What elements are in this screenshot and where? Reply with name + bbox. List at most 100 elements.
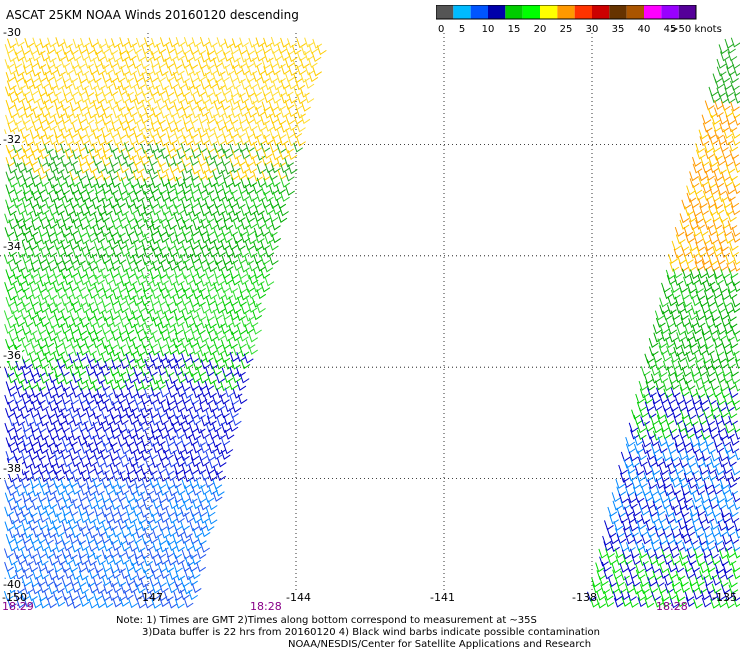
wind-barb <box>685 450 695 461</box>
wind-barb <box>15 290 26 301</box>
wind-barb <box>109 310 120 321</box>
wind-barb <box>172 549 183 560</box>
wind-barb <box>687 478 698 489</box>
wind-barb <box>127 65 138 76</box>
wind-barb <box>16 554 27 565</box>
wind-barb <box>108 185 119 196</box>
wind-barb <box>68 436 78 447</box>
wind-barb <box>247 136 258 147</box>
wind-barb <box>88 261 98 272</box>
wind-barb <box>728 507 739 518</box>
wind-barb <box>710 409 721 420</box>
wind-barb <box>164 58 175 69</box>
wind-barb <box>175 583 186 594</box>
wind-barb <box>653 520 664 531</box>
wind-barb <box>144 359 155 369</box>
wind-barb <box>657 338 668 349</box>
wind-barb <box>716 185 727 196</box>
wind-barb <box>124 101 135 112</box>
wind-barb <box>287 79 298 90</box>
wind-barb <box>96 346 107 357</box>
wind-barb <box>672 505 683 516</box>
wind-barb <box>135 346 146 357</box>
wind-barb <box>659 465 669 476</box>
wind-barb <box>126 248 137 259</box>
legend-swatch <box>470 5 488 19</box>
wind-barb <box>64 568 74 579</box>
wind-barb <box>131 184 142 195</box>
wind-barb <box>684 331 695 342</box>
wind-barb <box>167 220 177 230</box>
wind-barb <box>108 591 119 602</box>
wind-barb <box>72 94 83 105</box>
wind-barb <box>231 136 242 146</box>
wind-barb <box>733 66 740 77</box>
wind-barb <box>71 444 82 455</box>
wind-barb <box>165 479 176 490</box>
wind-barb <box>197 520 207 531</box>
wind-barb <box>688 241 699 252</box>
wind-barb <box>116 59 127 70</box>
wind-barb <box>12 493 22 504</box>
wind-barb <box>156 227 167 237</box>
wind-barb <box>174 527 185 538</box>
wind-barb <box>80 430 91 440</box>
wind-barb <box>661 597 672 608</box>
wind-barb <box>8 541 19 552</box>
wind-barb <box>287 136 298 147</box>
wind-barb <box>132 254 143 265</box>
wind-barb <box>215 136 226 146</box>
wind-barb <box>112 373 123 384</box>
wind-barb <box>299 87 310 98</box>
wind-barb <box>719 407 729 418</box>
wind-barb <box>653 332 664 343</box>
wind-barb <box>183 233 194 244</box>
wind-barb <box>652 472 662 483</box>
wind-barb <box>167 527 177 538</box>
wind-barb <box>37 464 48 475</box>
wind-barb <box>237 296 247 307</box>
wind-barb <box>68 45 79 56</box>
wind-barb <box>53 142 64 153</box>
wind-barb <box>37 227 48 238</box>
wind-barb <box>45 394 55 405</box>
wind-barb <box>36 59 47 70</box>
wind-barb <box>156 114 166 125</box>
wind-barb <box>135 486 146 497</box>
wind-barb <box>213 143 223 154</box>
wind-barb <box>175 429 185 440</box>
wind-barb <box>728 240 739 251</box>
wind-barb <box>256 192 266 203</box>
wind-barb <box>120 66 131 77</box>
wind-barb <box>54 374 65 385</box>
wind-barb <box>686 457 696 468</box>
wind-barb <box>704 513 715 524</box>
wind-barb <box>256 65 267 76</box>
wind-barb <box>189 451 200 461</box>
wind-barb <box>220 85 231 96</box>
wind-barb <box>79 359 90 370</box>
wind-barb <box>152 332 162 343</box>
wind-barb <box>240 178 251 189</box>
wind-barb <box>102 303 113 314</box>
wind-barb <box>215 345 226 356</box>
wind-barb <box>731 297 740 308</box>
wind-barb <box>725 331 735 342</box>
wind-barb <box>19 282 30 293</box>
wind-barb <box>4 561 14 572</box>
wind-barb <box>100 101 110 112</box>
wind-barb <box>140 577 150 588</box>
wind-barb <box>696 338 707 349</box>
wind-barb <box>39 38 50 49</box>
wind-barb <box>133 240 143 251</box>
wind-barb <box>284 171 295 182</box>
wind-barb <box>668 253 678 264</box>
wind-barb <box>112 276 123 287</box>
wind-barb <box>52 59 62 70</box>
wind-barb <box>21 171 31 182</box>
wind-barb <box>607 555 617 566</box>
wind-barb <box>637 478 648 489</box>
wind-barb <box>64 65 74 76</box>
wind-barb <box>200 66 211 77</box>
wind-barb <box>223 220 234 231</box>
